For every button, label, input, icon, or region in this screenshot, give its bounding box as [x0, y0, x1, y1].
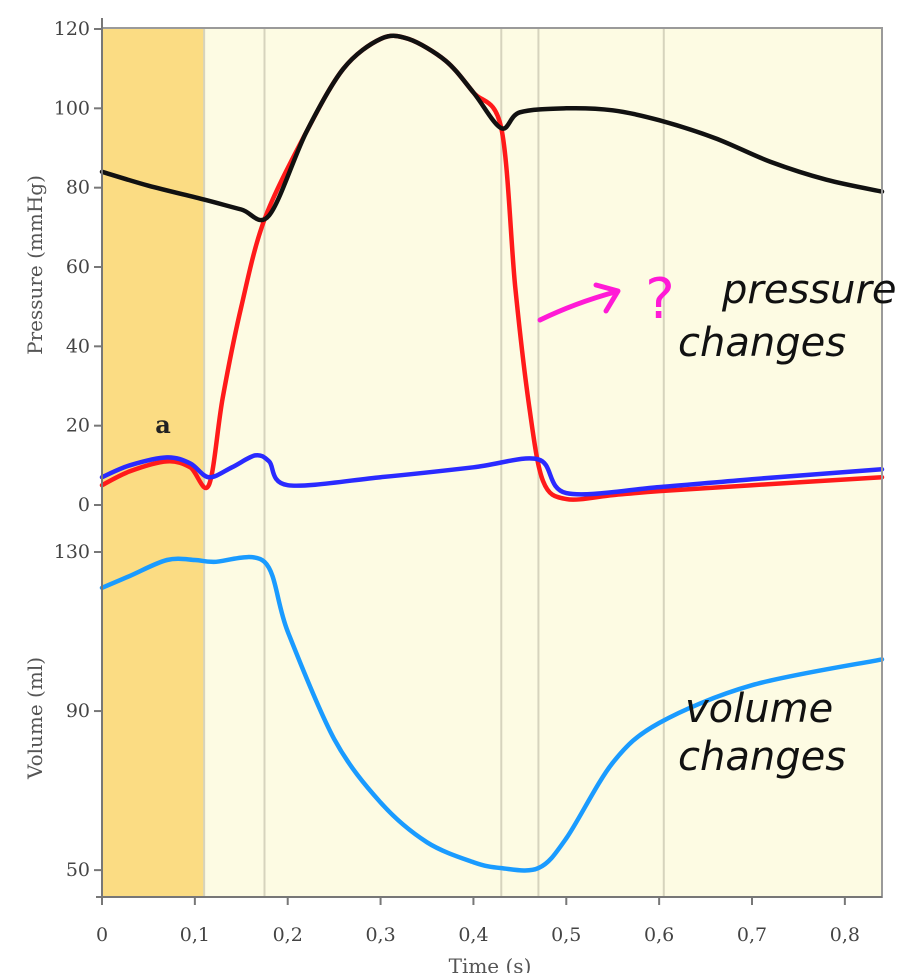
pressure-y-ticks: 0 20 40 60 80 100 120: [54, 18, 102, 516]
volume-annotation-line1: volume: [685, 686, 833, 732]
time-tick-label: 0,7: [737, 924, 767, 946]
volume-axis-title: Volume (ml): [23, 657, 47, 780]
pressure-series: [99, 33, 885, 502]
time-tick-label: 0,5: [551, 924, 581, 946]
time-tick-label: 0,3: [365, 924, 395, 946]
pressure-tick-label: 100: [54, 97, 90, 119]
pressure-annotation-line1: pressure: [721, 267, 897, 313]
time-tick-label: 0: [96, 924, 108, 946]
annotation-arrow: [537, 282, 621, 323]
arrow-shaft: [537, 289, 618, 323]
pressure-tick-label: 40: [66, 335, 90, 357]
atrial-pressure-line: [99, 452, 885, 497]
time-tick-label: 0,8: [830, 924, 860, 946]
pressure-axis-title: Pressure (mmHg): [23, 175, 47, 355]
volume-tick-label: 130: [54, 541, 90, 563]
aortic-pressure-line: [99, 33, 885, 223]
pressure-tick-label: 20: [66, 415, 90, 437]
time-tick-label: 0,6: [644, 924, 674, 946]
a-wave-label: a: [155, 410, 171, 439]
time-x-ticks: 0 0,1 0,2 0,3 0,4 0,5 0,6 0,7 0,8: [96, 897, 860, 946]
ventricular-volume-line: [99, 554, 885, 873]
volume-series: [99, 554, 885, 873]
pressure-tick-label: 120: [54, 18, 90, 40]
pressure-annotation-line2: changes: [678, 320, 846, 366]
time-tick-label: 0,4: [458, 924, 488, 946]
time-tick-label: 0,2: [273, 924, 303, 946]
pressure-tick-label: 0: [78, 494, 90, 516]
arrow-head: [593, 282, 621, 314]
volume-tick-label: 90: [66, 700, 90, 722]
time-tick-label: 0,1: [180, 924, 210, 946]
question-mark-annotation: ?: [645, 267, 675, 332]
pressure-tick-label: 80: [66, 177, 90, 199]
time-axis-title: Time (s): [449, 954, 532, 973]
pressure-tick-label: 60: [66, 256, 90, 278]
volume-tick-label: 50: [66, 859, 90, 881]
volume-y-ticks: 50 90 130: [54, 541, 102, 881]
volume-annotation-line2: changes: [678, 734, 846, 780]
